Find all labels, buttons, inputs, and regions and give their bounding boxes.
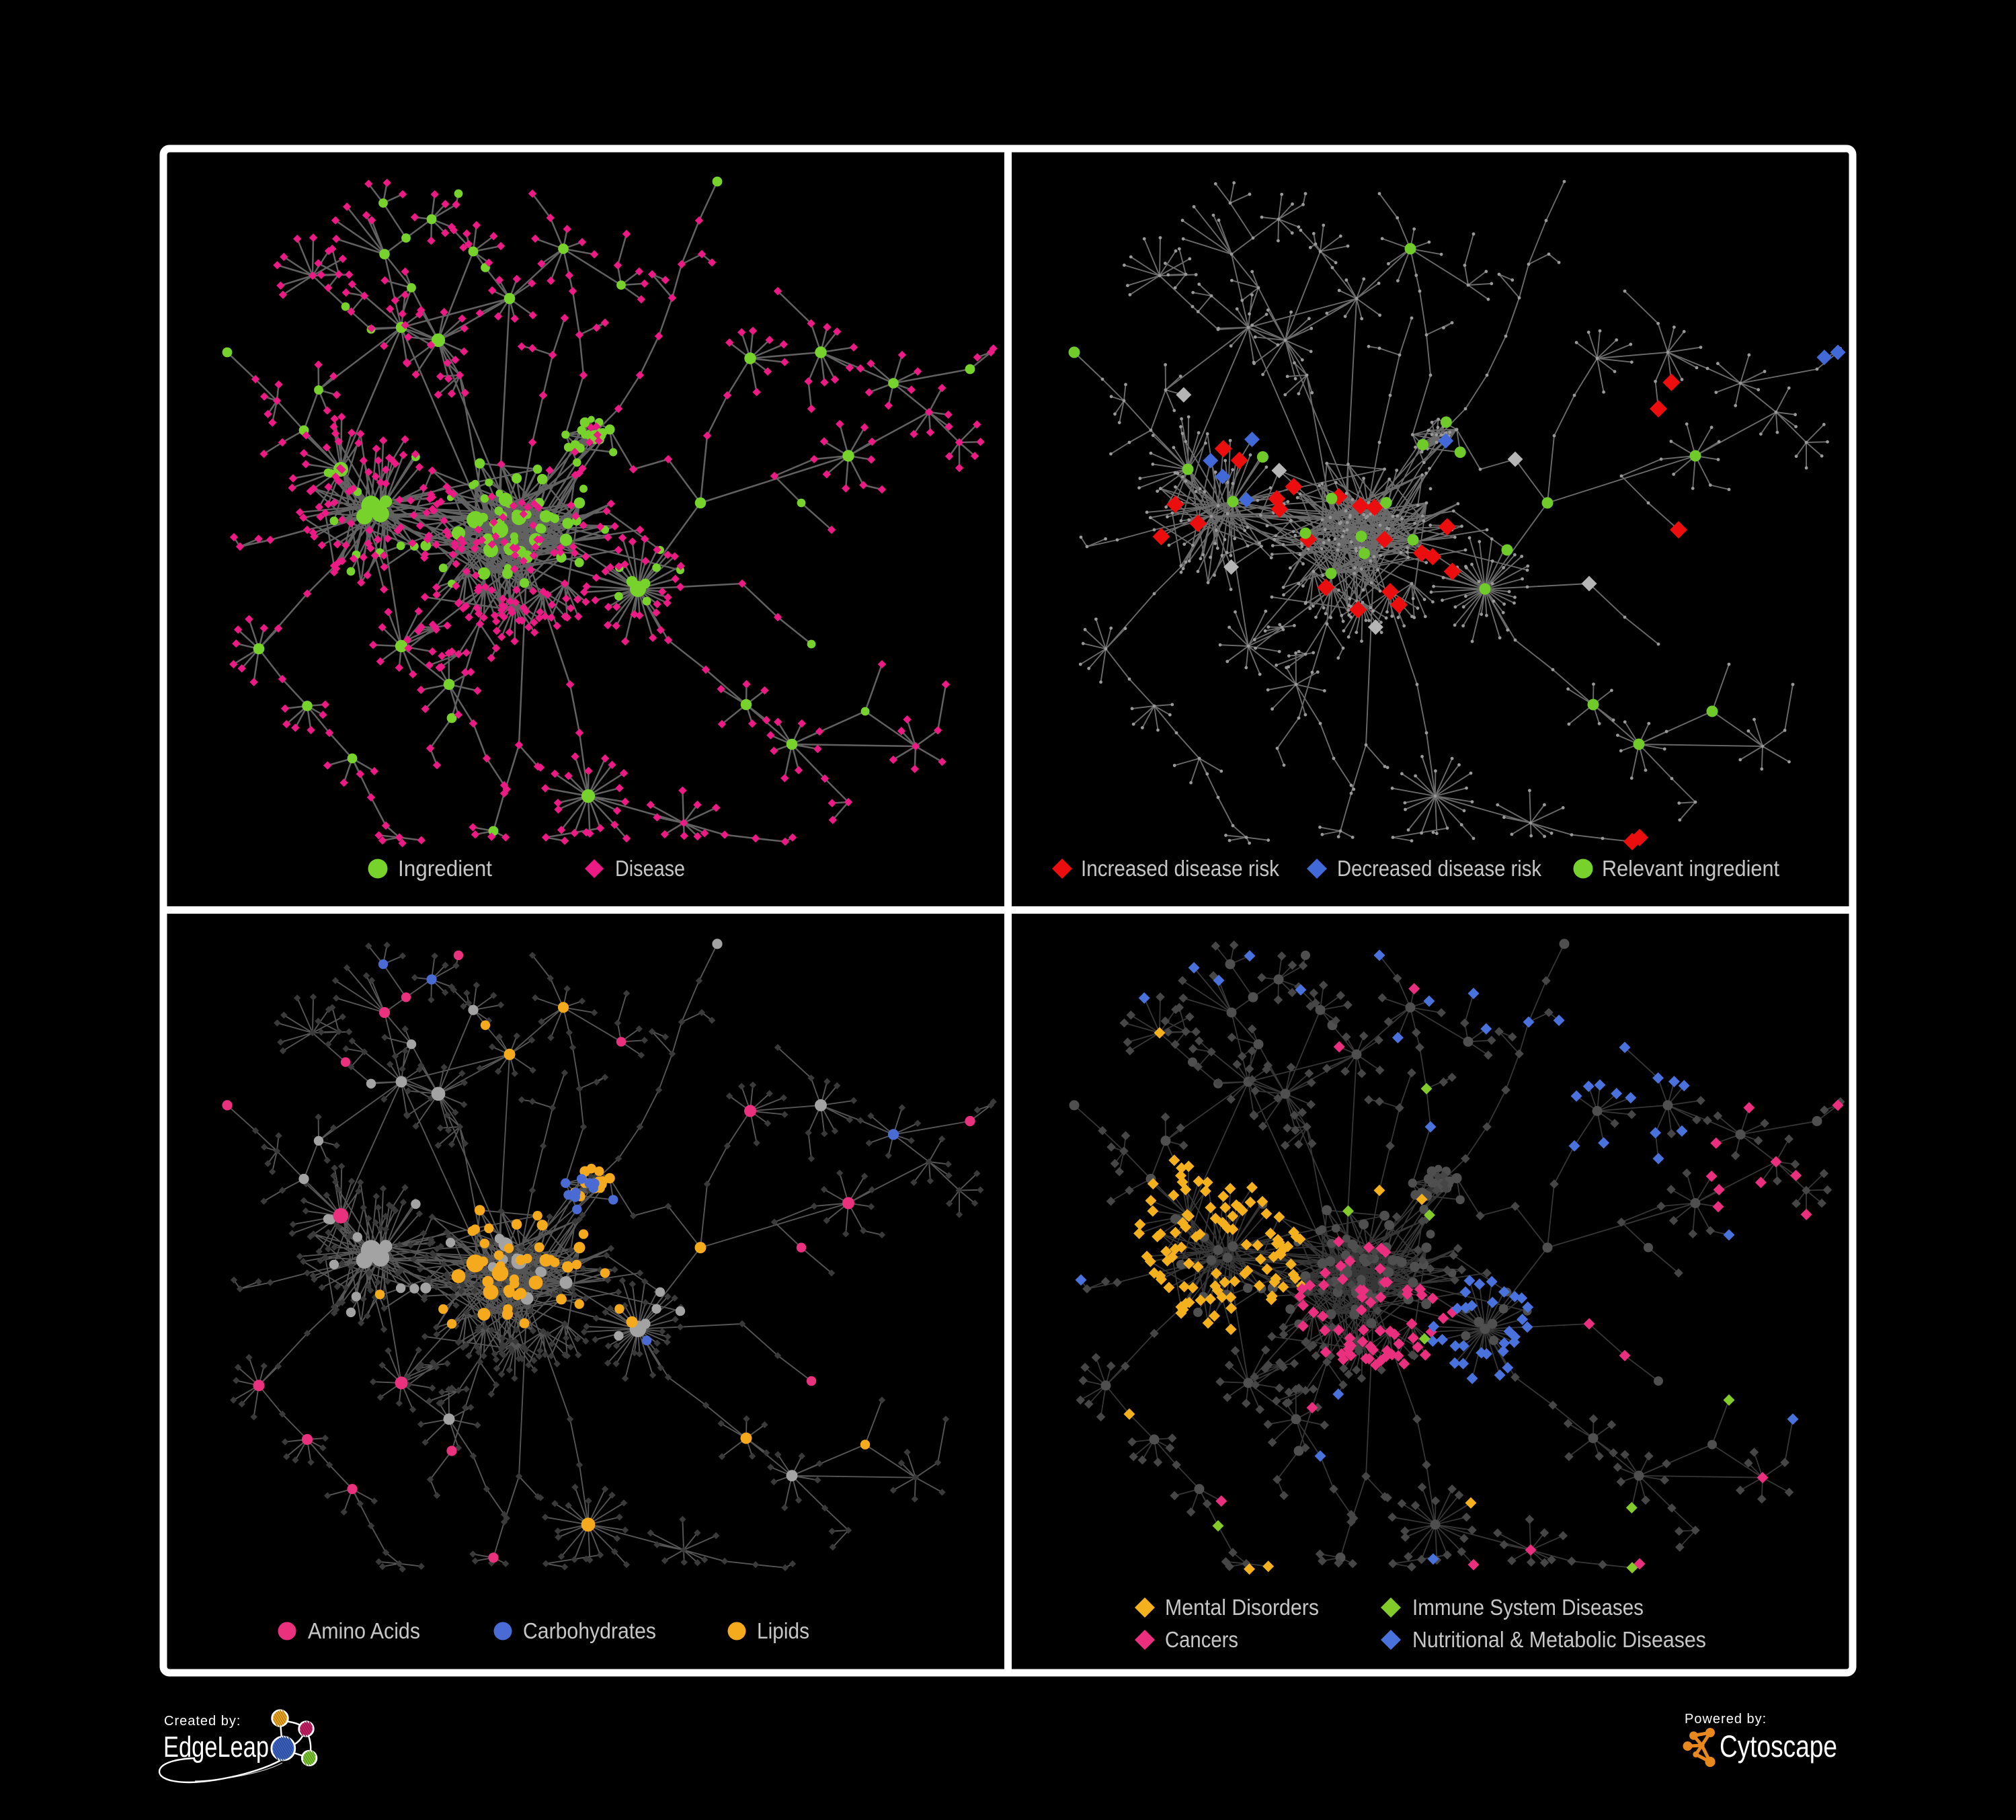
svg-text:Cytoscape: Cytoscape [1720, 1729, 1837, 1764]
svg-text:Carbohydrates: Carbohydrates [523, 1618, 656, 1643]
svg-text:Increased disease risk: Increased disease risk [1081, 856, 1279, 881]
svg-text:Mental Disorders: Mental Disorders [1165, 1595, 1319, 1620]
svg-text:EdgeLeap: EdgeLeap [163, 1731, 269, 1764]
svg-text:Created by:: Created by: [164, 1714, 241, 1729]
svg-text:Immune System Diseases: Immune System Diseases [1412, 1595, 1644, 1620]
svg-text:Relevant ingredient: Relevant ingredient [1602, 856, 1779, 881]
svg-text:Cancers: Cancers [1165, 1627, 1238, 1652]
svg-text:Powered by:: Powered by: [1685, 1712, 1767, 1727]
svg-text:Lipids: Lipids [757, 1618, 809, 1643]
svg-text:Ingredient: Ingredient [398, 856, 492, 881]
svg-text:Disease: Disease [615, 856, 685, 881]
svg-text:Decreased disease risk: Decreased disease risk [1337, 856, 1541, 881]
svg-text:Nutritional & Metabolic Diseas: Nutritional & Metabolic Diseases [1412, 1627, 1706, 1652]
svg-text:Amino Acids: Amino Acids [308, 1618, 420, 1643]
